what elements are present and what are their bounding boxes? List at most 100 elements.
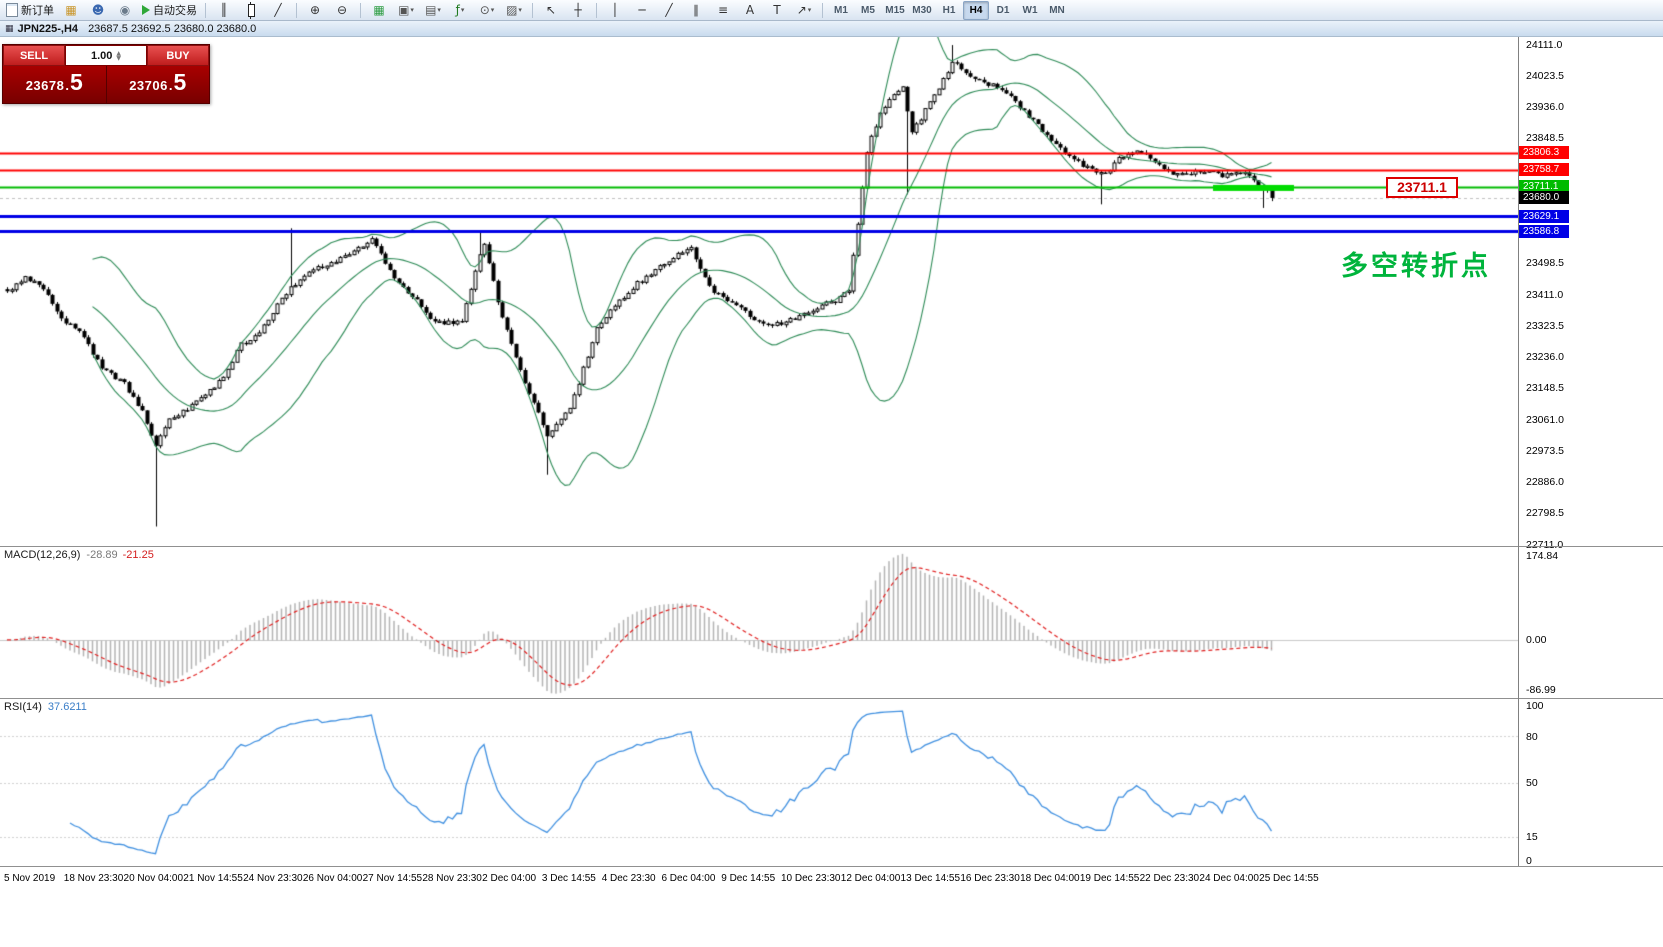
tile-windows-button[interactable]: ▦ (366, 0, 392, 20)
chart-profile-button[interactable]: ▦ (58, 0, 84, 20)
buy-price-display: 23706. 5 (107, 66, 210, 103)
chart-symbol-period: JPN225-,H4 (17, 22, 79, 35)
sell-price-pips: 5 (69, 69, 83, 95)
sell-button[interactable]: SELL (3, 45, 65, 66)
data-window-button[interactable]: ◉ (112, 0, 138, 20)
indicators-button[interactable]: ƒ ▾ (447, 0, 473, 20)
new-order-button[interactable]: 新订单 (3, 0, 57, 20)
toolbar-separator (296, 2, 297, 18)
chevron-down-icon[interactable]: ▾ (490, 6, 495, 14)
time-axis-label: 6 Dec 04:00 (661, 873, 716, 884)
chevron-down-icon[interactable]: ▾ (410, 6, 414, 14)
indicators-icon: ƒ (455, 3, 460, 17)
text-button[interactable]: A (737, 0, 763, 20)
chevron-down-icon[interactable]: ▾ (437, 6, 441, 14)
horizontal-line-button[interactable]: ─ (629, 0, 655, 20)
bar-chart-button[interactable]: ║ (211, 0, 237, 20)
volume-arrows[interactable]: ▲ ▼ (116, 49, 122, 62)
time-axis[interactable]: 5 Nov 2019 18 Nov 23:30 20 Nov 04:00 21 Nov… (0, 866, 1663, 894)
auto-trading-button[interactable]: 自动交易 (139, 0, 200, 20)
zoom-in-button[interactable]: ⊕ (302, 0, 328, 20)
price-line-badge: 23711.1 (1519, 180, 1569, 194)
text-icon: A (745, 3, 755, 17)
timeframe-h4[interactable]: H4 (963, 0, 989, 20)
toolbar-separator (822, 2, 823, 18)
line-chart-icon: ╱ (274, 3, 282, 17)
toolbar-separator (205, 2, 206, 18)
price-axis-label: 24111.0 (1526, 38, 1563, 51)
line-chart-button[interactable]: ╱ (265, 0, 291, 20)
timeframe-mn[interactable]: MN (1049, 4, 1065, 16)
cursor-icon: ↖ (545, 3, 557, 17)
time-axis-label: 5 Nov 2019 (4, 873, 56, 884)
price-axis-label: 23236.0 (1526, 351, 1564, 363)
price-divider (105, 66, 107, 103)
arrows-icon: ↗ (796, 3, 807, 17)
time-axis-label: 2 Dec 04:00 (482, 873, 537, 884)
volume-down-icon[interactable]: ▼ (116, 54, 122, 62)
rsi-panel-canvas[interactable] (0, 699, 1518, 866)
price-callout[interactable]: 23711.1 (1386, 177, 1458, 198)
price-axis-label: 23061.0 (1526, 413, 1564, 426)
chevron-down-icon[interactable]: ▾ (460, 6, 465, 14)
fibonacci-button[interactable]: ≡ (710, 0, 736, 20)
timeframe-d1[interactable]: D1 (996, 4, 1010, 16)
new-chart-button[interactable]: ▣ ▾ (393, 0, 419, 20)
price-axis-label: 24023.5 (1526, 69, 1564, 82)
profiles-button[interactable]: ▤ ▾ (420, 0, 446, 20)
time-axis-label: 22 Dec 23:30 (1139, 873, 1200, 884)
time-axis-label: 28 Nov 23:30 (422, 873, 482, 884)
time-axis-label: 10 Dec 23:30 (781, 873, 841, 884)
buy-button[interactable]: BUY (147, 45, 209, 66)
market-watch-button[interactable]: ☻ (85, 0, 111, 20)
price-axis-line (1518, 37, 1519, 866)
macd-panel-canvas[interactable] (0, 547, 1518, 698)
price-axis-label: 23936.0 (1526, 101, 1564, 113)
toolbar-separator (596, 2, 597, 18)
time-axis-label: 12 Dec 04:00 (840, 873, 901, 884)
timeframe-h1[interactable]: H1 (942, 4, 956, 16)
label-icon: T (773, 3, 781, 17)
sell-price-main: 23678 (25, 78, 65, 93)
one-click-trading-panel: SELL 1.00 ▲ ▼ BUY 23678. 5 23706. 5 (2, 44, 210, 104)
timeframe-m5[interactable]: M5 (861, 4, 875, 16)
vertical-line-button[interactable]: │ (602, 0, 628, 20)
time-axis-label: 13 Dec 14:55 (900, 873, 961, 884)
templates-button[interactable]: ▨ ▾ (501, 0, 527, 20)
volume-up-icon[interactable]: ▲ (116, 49, 122, 57)
chevron-down-icon[interactable]: ▾ (807, 6, 812, 14)
price-chart-canvas[interactable] (0, 37, 1518, 546)
turning-point-note[interactable]: 多空转折点 (1341, 251, 1491, 281)
rsi-name: RSI(14) (4, 701, 42, 713)
timeframe-m30[interactable]: M30 (912, 4, 932, 16)
channel-button[interactable]: ∥ (683, 0, 709, 20)
zoom-out-button[interactable]: ⊖ (329, 0, 355, 20)
trendline-icon: ╱ (665, 3, 673, 17)
chevron-down-icon[interactable]: ▾ (518, 6, 522, 14)
rsi-scale-label: 50 (1526, 777, 1538, 789)
cursor-button[interactable]: ↖ (538, 0, 564, 20)
arrows-button[interactable]: ↗ ▾ (791, 0, 817, 20)
toolbar-separator (532, 2, 533, 18)
timeframe-m1[interactable]: M1 (834, 4, 848, 16)
price-axis-label: 22973.5 (1526, 444, 1564, 457)
price-axis-label: 23498.5 (1526, 257, 1564, 270)
timeframe-m15[interactable]: M15 (885, 4, 905, 16)
periods-button[interactable]: ⊙ ▾ (474, 0, 500, 20)
candlestick-chart-button[interactable] (238, 0, 264, 20)
panel-separator[interactable] (0, 698, 1663, 699)
panel-separator[interactable] (0, 546, 1663, 547)
current-price-badge: 23680.0 (1519, 191, 1569, 205)
volume-stepper[interactable]: 1.00 ▲ ▼ (66, 46, 146, 65)
trendline-button[interactable]: ╱ (656, 0, 682, 20)
data-window-icon: ◉ (119, 3, 131, 17)
macd-name: MACD(12,26,9) (4, 549, 81, 561)
label-button[interactable]: T (764, 0, 790, 20)
time-axis-label: 19 Dec 14:55 (1079, 873, 1140, 884)
time-axis-label: 18 Dec 04:00 (1020, 873, 1080, 884)
fibonacci-icon: ≡ (717, 3, 729, 17)
timeframe-w1[interactable]: W1 (1022, 4, 1038, 16)
crosshair-button[interactable]: ┼ (565, 0, 591, 20)
play-icon (142, 5, 150, 15)
time-axis-label: 18 Nov 23:30 (63, 873, 124, 884)
